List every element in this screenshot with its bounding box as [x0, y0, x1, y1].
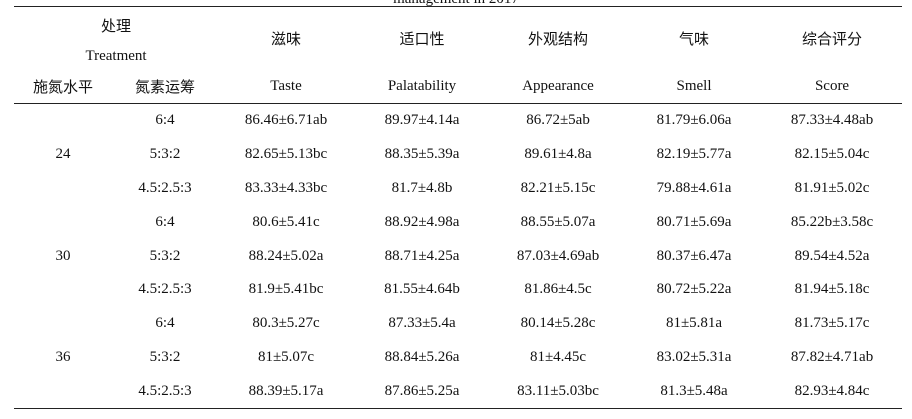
nitrogen-ratio-cell: 5:3:2 — [149, 146, 181, 163]
value-cell: 81.7±4.8b — [391, 179, 453, 196]
table-row: 5:3:2 81±5.07c 88.84±5.26a 81±4.45c 83.02±5.… — [14, 341, 902, 375]
value-cell: 89.61±4.8a — [524, 146, 592, 163]
nitrogen-ratio-cell: 4.5:2.5:3 — [138, 382, 192, 399]
value-cell: 80.6±5.41c — [252, 213, 320, 230]
nitrogen-ratio-cell: 6:4 — [155, 315, 175, 332]
value-cell: 89.54±4.52a — [794, 247, 870, 264]
value-cell: 82.93±4.84c — [794, 382, 870, 399]
header-metric-cn-2: 外观结构 — [528, 29, 589, 48]
header-metric-cn-3: 气味 — [679, 29, 710, 48]
table-row: 4.5:2.5:3 83.33±4.33bc 81.7±4.8b 82.21±5.15… — [14, 172, 902, 206]
table-caption: management in 2017 — [0, 0, 912, 8]
value-cell: 83.02±5.31a — [656, 348, 732, 365]
header-treatment-en: Treatment — [85, 47, 147, 64]
value-cell: 81.79±6.06a — [656, 112, 732, 129]
nitrogen-ratio-cell: 5:3:2 — [149, 247, 181, 264]
value-cell: 88.71±4.25a — [384, 247, 460, 264]
header-metric-en-4: Score — [814, 77, 850, 94]
value-cell: 81.9±5.41bc — [248, 281, 324, 298]
table-row: 36 6:4 80.3±5.27c 87.33±5.4a 80.14±5.28c 81±5… — [14, 306, 902, 410]
table-row: 5:3:2 82.65±5.13bc 88.35±5.39a 89.61±4.8a 82… — [14, 138, 902, 172]
table-row: 24 6:4 86.46±6.71ab 89.97±4.14a 86.72±5ab 81.… — [14, 104, 902, 162]
table-row: 4.5:2.5:3 81.9±5.41bc 81.55±4.64b 81.86±4.5… — [14, 273, 902, 307]
value-cell: 89.97±4.14a — [384, 112, 460, 129]
value-cell: 81.3±5.48a — [660, 382, 728, 399]
nitrogen-level-cell: 30 — [55, 247, 71, 264]
nitrogen-level-cell: 36 — [14, 306, 112, 410]
value-cell: 81±5.07c — [257, 348, 315, 365]
header-metric-en-3: Smell — [676, 77, 712, 94]
value-cell: 82.19±5.77a — [656, 146, 732, 163]
value-cell: 81±5.81a — [665, 315, 723, 332]
nitrogen-ratio-cell: 5:3:2 — [149, 348, 181, 365]
value-cell: 82.21±5.15c — [520, 179, 596, 196]
value-cell: 81.91±5.02c — [794, 179, 870, 196]
header-metric-cn-1: 适口性 — [399, 29, 445, 48]
value-cell: 85.22b±3.58c — [790, 213, 874, 230]
value-cell: 80.71±5.69a — [656, 213, 732, 230]
value-cell: 81±4.45c — [529, 348, 587, 365]
value-cell: 83.11±5.03bc — [517, 382, 599, 399]
value-cell: 81.94±5.18c — [794, 281, 870, 298]
nitrogen-ratio-cell: 4.5:2.5:3 — [138, 281, 192, 298]
value-cell: 86.72±5ab — [526, 112, 590, 129]
header-metric-en-1: Palatability — [387, 77, 457, 94]
value-cell: 79.88±4.61a — [656, 179, 732, 196]
header-treatment-cn: 处理 — [101, 16, 132, 35]
value-cell: 88.35±5.39a — [384, 146, 460, 163]
header-metric-en-0: Taste — [270, 77, 302, 94]
header-level-cn: 施氮水平 — [32, 77, 93, 96]
value-cell: 80.3±5.27c — [252, 315, 320, 332]
value-cell: 87.33±5.4a — [388, 315, 456, 332]
value-cell: 81.55±4.64b — [384, 281, 460, 298]
value-cell: 86.46±6.71ab — [244, 112, 328, 129]
header-metric-cn-0: 滋味 — [271, 29, 302, 48]
nitrogen-ratio-cell: 4.5:2.5:3 — [138, 179, 192, 196]
nitrogen-ratio-cell: 6:4 — [155, 213, 175, 230]
value-cell: 88.55±5.07a — [520, 213, 596, 230]
data-table: 处理 滋味 适口性 外观结构 气味 综合评分 Treatment 施氮水平 氮素… — [14, 6, 903, 410]
value-cell: 87.33±4.48ab — [790, 112, 874, 129]
table-row: 30 6:4 80.6±5.41c 88.92±4.98a 88.55±5.07a 80.… — [14, 205, 902, 264]
value-cell: 81.73±5.17c — [794, 315, 870, 332]
table-row: 4.5:2.5:3 88.39±5.17a 87.86±5.25a 83.11±5.0… — [14, 374, 903, 409]
value-cell: 81.86±4.5c — [524, 281, 592, 298]
value-cell: 88.24±5.02a — [248, 247, 324, 264]
table-header: 处理 滋味 适口性 外观结构 气味 综合评分 Treatment 施氮水平 氮素… — [14, 6, 903, 104]
value-cell: 83.33±4.33bc — [244, 179, 328, 196]
header-metric-en-2: Appearance — [522, 77, 594, 94]
value-cell: 80.37±6.47a — [656, 247, 732, 264]
header-metric-cn-4: 综合评分 — [802, 29, 863, 48]
value-cell: 88.84±5.26a — [384, 348, 460, 365]
table-row: 5:3:2 88.24±5.02a 88.71±4.25a 87.03±4.69ab 8… — [14, 239, 902, 273]
value-cell: 87.86±5.25a — [384, 382, 460, 399]
value-cell: 87.03±4.69ab — [516, 247, 600, 264]
value-cell: 80.14±5.28c — [520, 315, 596, 332]
value-cell: 80.72±5.22a — [656, 281, 732, 298]
nitrogen-ratio-cell: 6:4 — [155, 112, 175, 129]
value-cell: 82.65±5.13bc — [244, 146, 328, 163]
value-cell: 88.92±4.98a — [384, 213, 460, 230]
table-body: 24 6:4 86.46±6.71ab 89.97±4.14a 86.72±5ab 81.… — [14, 104, 903, 410]
header-ratio-cn: 氮素运筹 — [135, 77, 196, 96]
value-cell: 88.39±5.17a — [248, 382, 324, 399]
value-cell: 87.82±4.71ab — [790, 348, 874, 365]
value-cell: 82.15±5.04c — [794, 146, 870, 163]
nitrogen-level-cell: 24 — [55, 146, 71, 163]
